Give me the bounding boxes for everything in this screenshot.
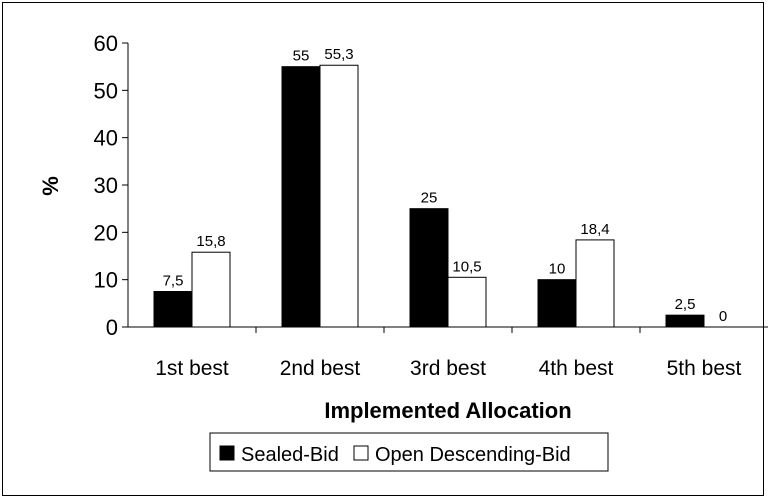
bar — [447, 276, 487, 328]
data-label: 18,4 — [580, 221, 609, 238]
data-label: 10 — [549, 261, 566, 278]
legend-label: Open Descending-Bid — [375, 444, 571, 466]
x-tick-label: 3rd best — [410, 357, 486, 380]
data-label: 25 — [421, 190, 438, 207]
data-label: 2,5 — [675, 296, 696, 313]
y-axis-label: % — [38, 176, 63, 196]
bar — [537, 279, 577, 328]
data-label: 15,8 — [196, 233, 225, 250]
x-tick-label: 1st best — [155, 357, 229, 380]
y-tick-label: 0 — [106, 315, 118, 340]
data-label: 0 — [719, 308, 727, 325]
x-axis-label: Implemented Allocation — [324, 398, 571, 423]
bar — [575, 239, 615, 328]
y-tick-label: 60 — [94, 31, 118, 56]
x-tick-label: 5th best — [667, 357, 742, 380]
bar — [409, 208, 449, 328]
legend-swatch — [353, 445, 369, 461]
bar — [153, 291, 193, 328]
legend: Sealed-Bid Open Descending-Bid — [209, 432, 609, 472]
data-label: 55 — [293, 48, 310, 65]
plot-area: 0 10 20 30 40 50 60 7,5 15,8 1st best 55 55,3 2nd be… — [94, 31, 768, 380]
legend-label: Sealed-Bid — [241, 444, 339, 466]
y-tick-label: 10 — [94, 268, 118, 293]
data-label: 55,3 — [324, 46, 353, 63]
y-tick-label: 40 — [94, 126, 118, 151]
y-tick-label: 20 — [94, 220, 118, 245]
y-tick-label: 50 — [94, 78, 118, 103]
data-label: 7,5 — [163, 273, 184, 290]
y-tick-label: 30 — [94, 173, 118, 198]
legend-box — [209, 432, 609, 472]
bar — [281, 66, 321, 328]
x-tick-label: 4th best — [539, 357, 614, 380]
legend-swatch — [219, 445, 235, 461]
bar — [319, 64, 359, 328]
bar — [665, 314, 705, 328]
bar — [191, 251, 231, 328]
x-tick-label: 2nd best — [280, 357, 361, 380]
data-label: 10,5 — [452, 258, 481, 275]
